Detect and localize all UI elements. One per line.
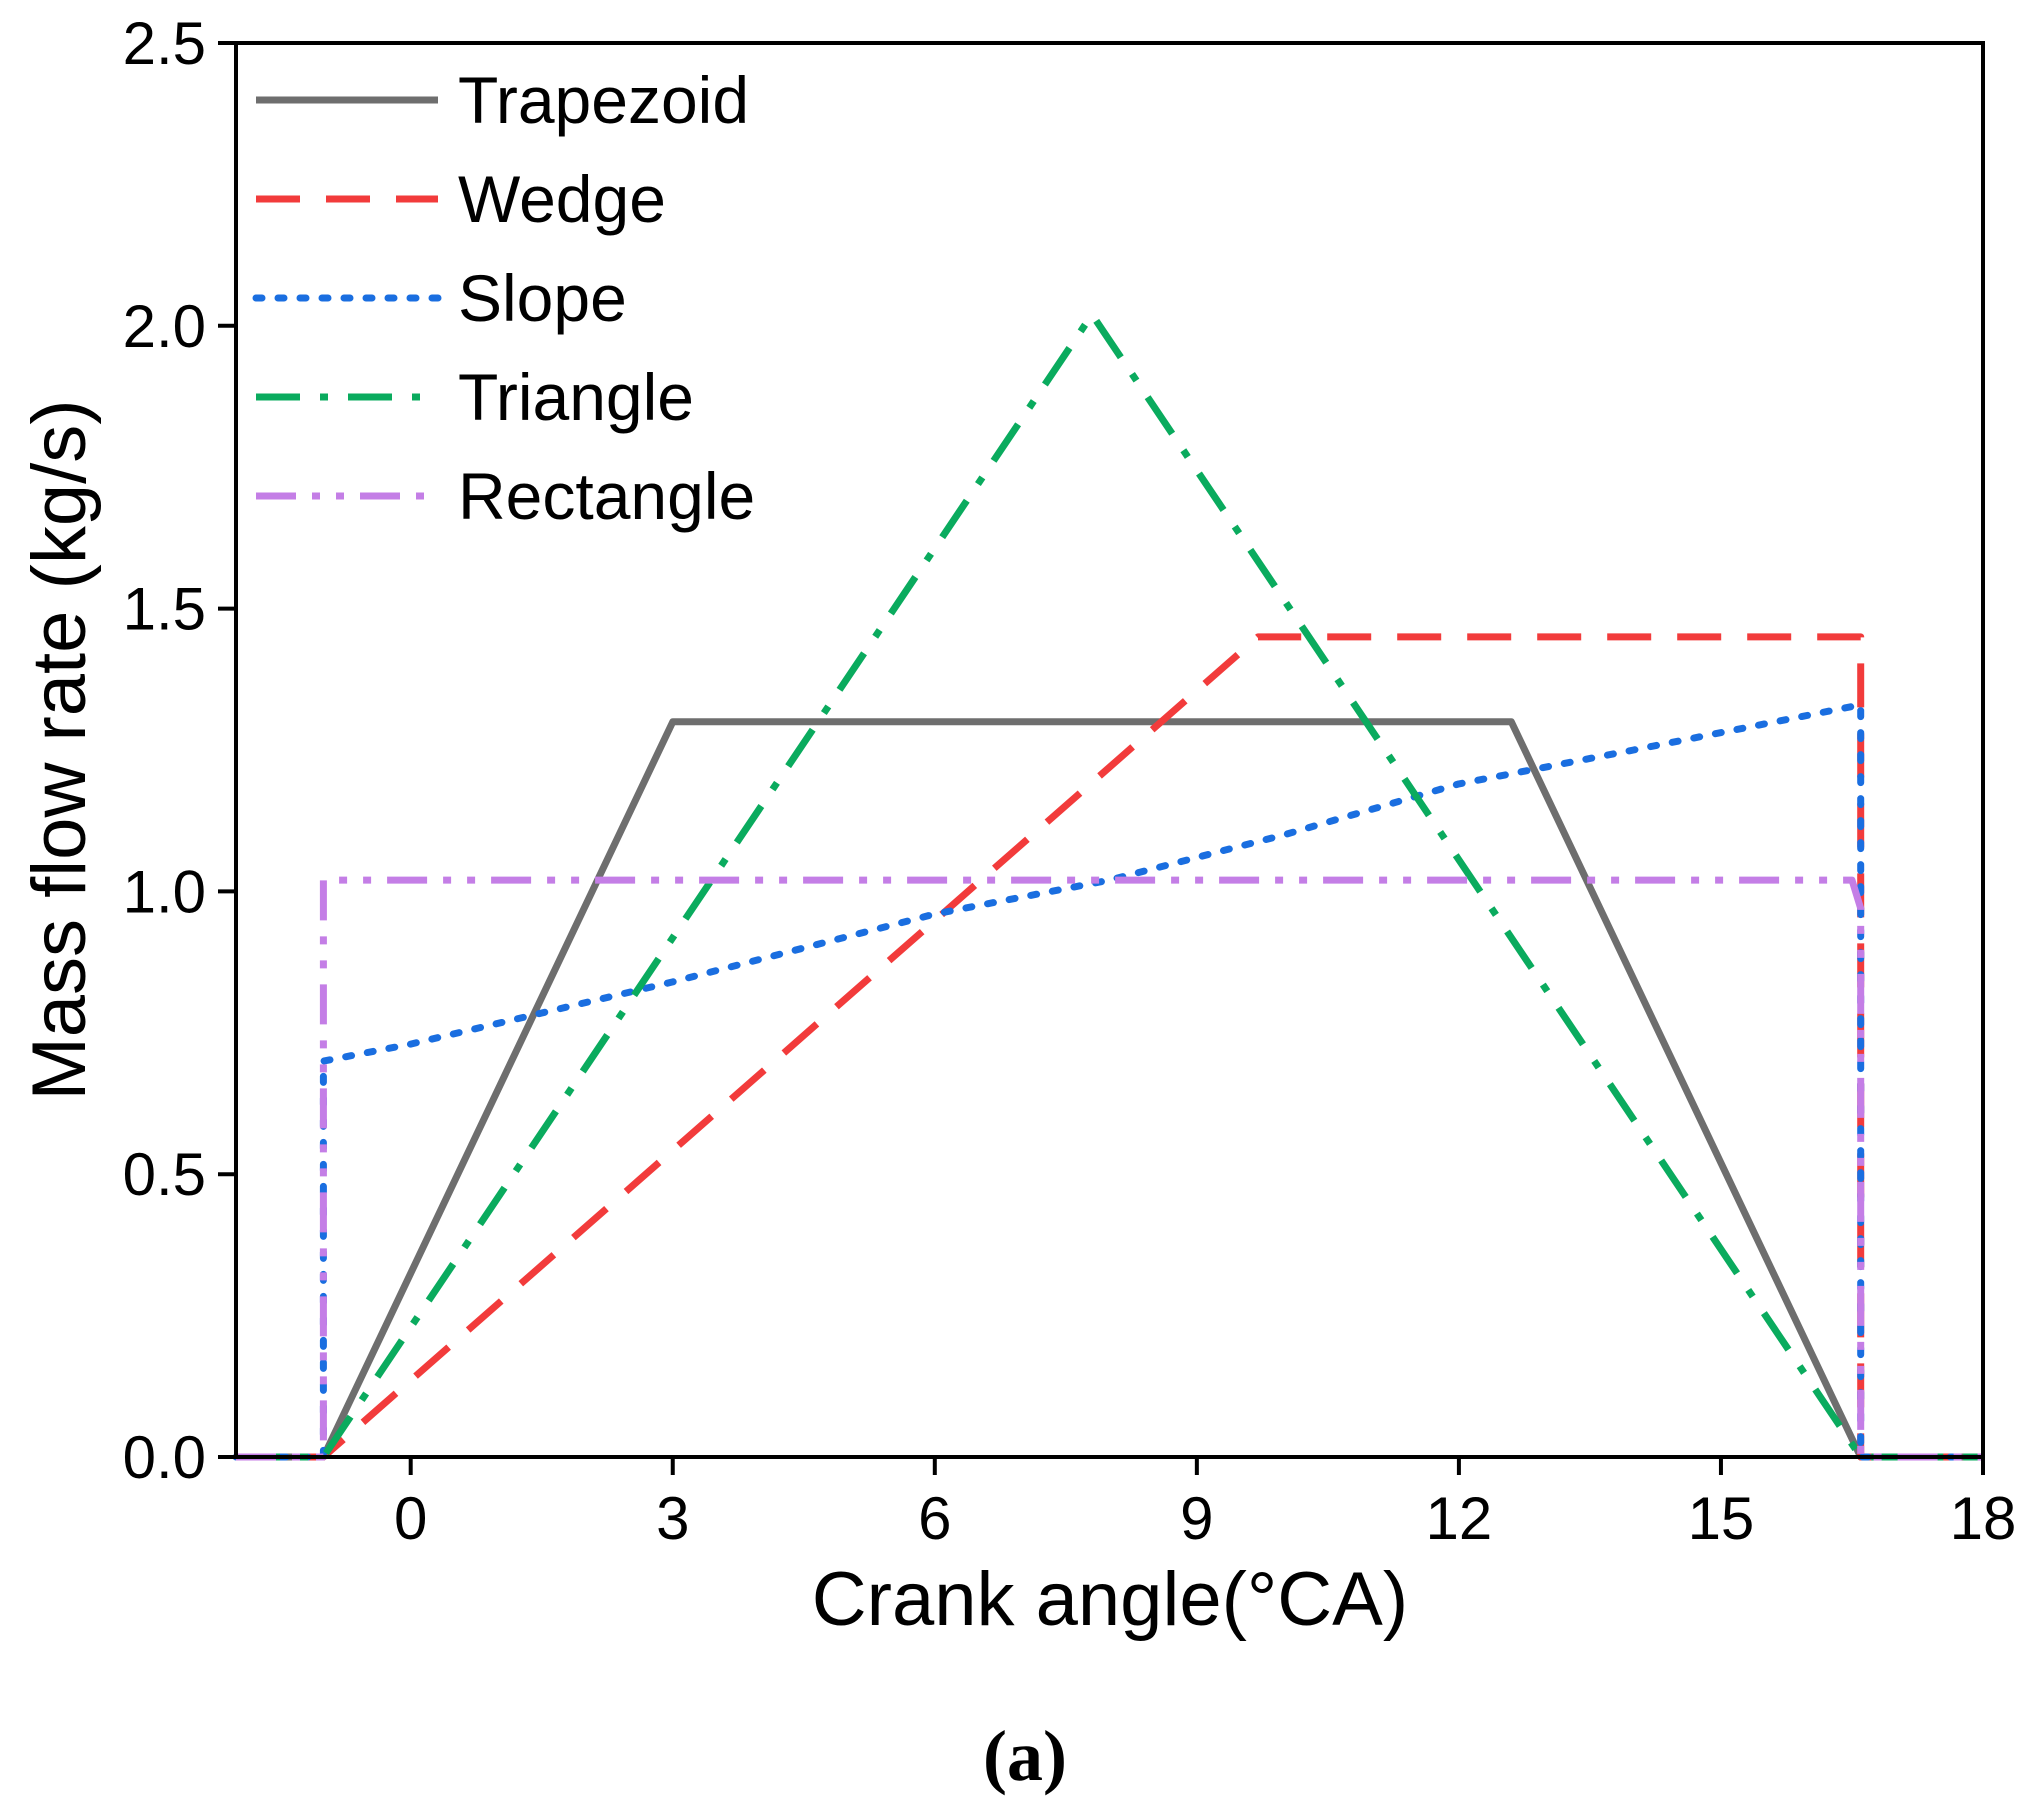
- figure-caption: (a): [983, 1716, 1067, 1796]
- series-line-slope: [232, 701, 1987, 1461]
- y-tick-label: 2.5: [123, 10, 206, 77]
- x-tick-label: 12: [1426, 1485, 1493, 1552]
- x-tick-label: 9: [1180, 1485, 1213, 1552]
- x-tick-label: 15: [1688, 1485, 1755, 1552]
- y-tick-label: 2.0: [123, 293, 206, 360]
- y-tick-label: 1.0: [123, 858, 206, 925]
- y-axis-title: Mass flow rate (kg/s): [17, 399, 102, 1100]
- legend-label-trapezoid: Trapezoid: [458, 63, 749, 137]
- x-axis-title: Crank angle(°CA): [812, 1557, 1408, 1642]
- y-axis: 0.0 0.5 1.0 1.5 2.0 2.5: [123, 10, 236, 1491]
- y-tick-label: 0.5: [123, 1141, 206, 1208]
- y-tick-label: 1.5: [123, 576, 206, 643]
- legend: Trapezoid Wedge Slope Triangle Rectangle: [252, 63, 755, 533]
- y-tick-label: 0.0: [123, 1424, 206, 1491]
- plot-frame: [234, 41, 1985, 1459]
- x-axis: 0 3 6 9 12 15 18: [394, 1457, 2016, 1552]
- x-tick-label: 0: [394, 1485, 427, 1552]
- x-tick-label: 3: [656, 1485, 689, 1552]
- legend-label-rectangle: Rectangle: [458, 459, 755, 533]
- x-tick-label: 18: [1950, 1485, 2017, 1552]
- legend-label-wedge: Wedge: [458, 162, 666, 236]
- x-tick-label: 6: [918, 1485, 951, 1552]
- legend-label-triangle: Triangle: [458, 360, 694, 434]
- series-line-wedge: [236, 633, 1983, 1461]
- series-line-trapezoid: [236, 718, 1983, 1461]
- legend-label-slope: Slope: [458, 261, 627, 335]
